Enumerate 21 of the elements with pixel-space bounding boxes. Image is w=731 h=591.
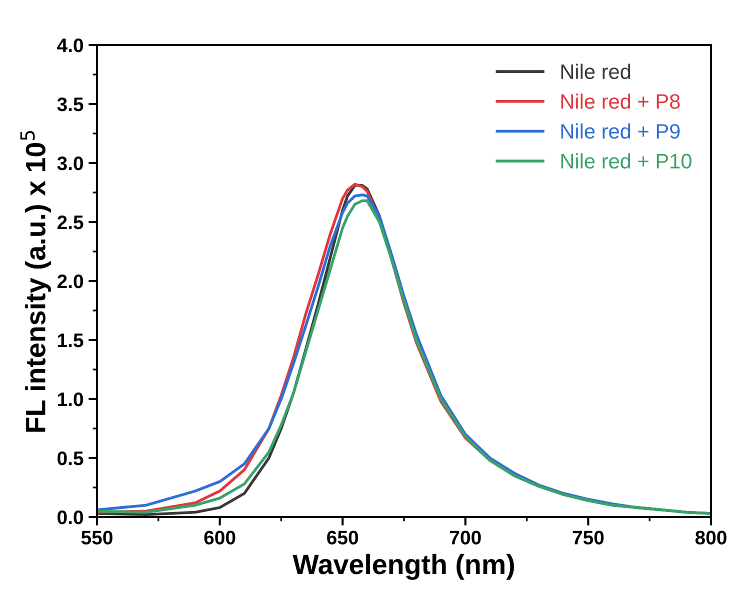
- x-tick-label: 600: [204, 530, 236, 544]
- y-tick-label: 0.0: [58, 510, 84, 524]
- y-tick-label: 1.0: [58, 392, 84, 406]
- y-tick-label: 4.0: [57, 38, 84, 52]
- y-tick-label: 3.0: [57, 156, 84, 170]
- y-tick-label: 3.5: [57, 97, 84, 112]
- x-tick-label: 800: [695, 530, 726, 544]
- x-tick-label: 750: [572, 530, 604, 544]
- legend-label: Nile red + P9: [561, 123, 680, 139]
- legend-label: Nile red + P8: [561, 94, 680, 109]
- x-tick-label: 650: [327, 530, 358, 544]
- x-tick-label: 550: [81, 530, 112, 544]
- y-tick-label: 2.5: [57, 215, 84, 230]
- y-tick-label: 1.5: [58, 334, 84, 348]
- y-axis-title: FL intensity (a.u.) x 10$^{5}$: [20, 130, 51, 432]
- x-axis-title: Wavelength (nm): [292, 554, 514, 580]
- legend-label: Nile red: [561, 64, 630, 80]
- y-tick-label: 2.0: [57, 274, 84, 288]
- y-tick-label: 0.5: [58, 451, 84, 466]
- x-tick-label: 700: [450, 530, 481, 544]
- legend-label: Nile red + P10: [561, 153, 692, 169]
